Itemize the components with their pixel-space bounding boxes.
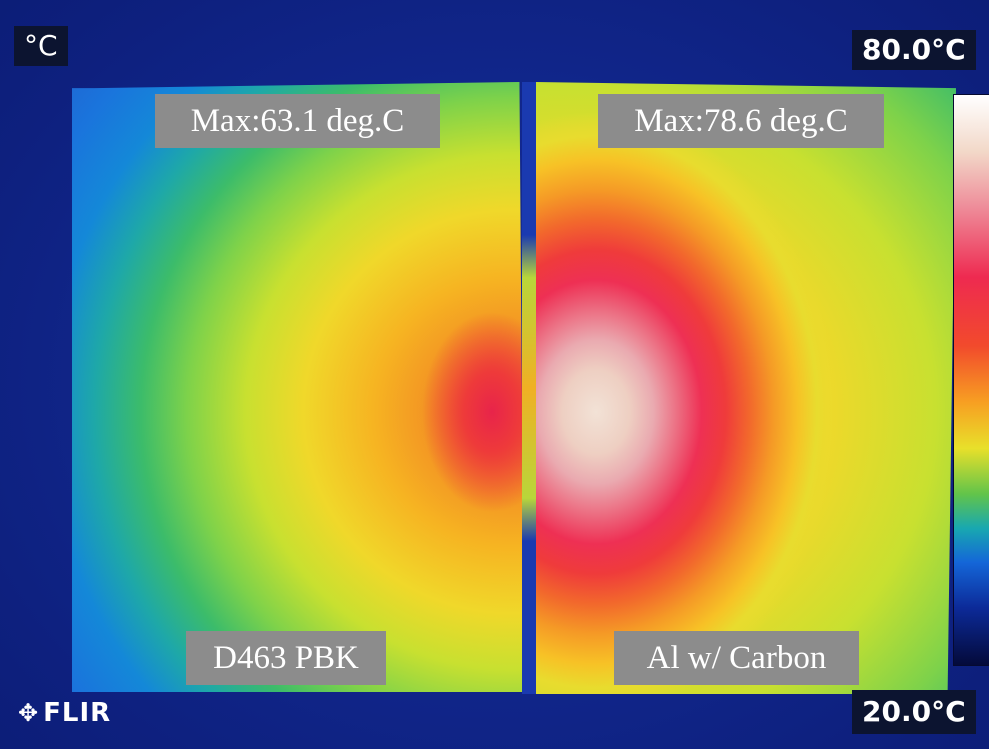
max-temp-label-right: Max:78.6 deg.C bbox=[598, 94, 884, 148]
right-plate-thermal bbox=[536, 82, 956, 694]
left-plate-thermal bbox=[72, 82, 524, 692]
scale-max-temp: 80.0°C bbox=[852, 30, 976, 70]
flir-logo: ✥ FLIR bbox=[18, 698, 111, 728]
unit-indicator: °C bbox=[14, 26, 68, 66]
sample-label-right: Al w/ Carbon bbox=[614, 631, 859, 685]
color-scale-bar bbox=[953, 94, 989, 666]
plate-gap bbox=[522, 82, 538, 694]
flir-logo-icon: ✥ bbox=[18, 699, 40, 727]
sample-label-left: D463 PBK bbox=[186, 631, 386, 685]
scale-min-temp: 20.0°C bbox=[852, 690, 976, 734]
flir-logo-text: FLIR bbox=[43, 698, 112, 728]
max-temp-label-left: Max:63.1 deg.C bbox=[155, 94, 440, 148]
